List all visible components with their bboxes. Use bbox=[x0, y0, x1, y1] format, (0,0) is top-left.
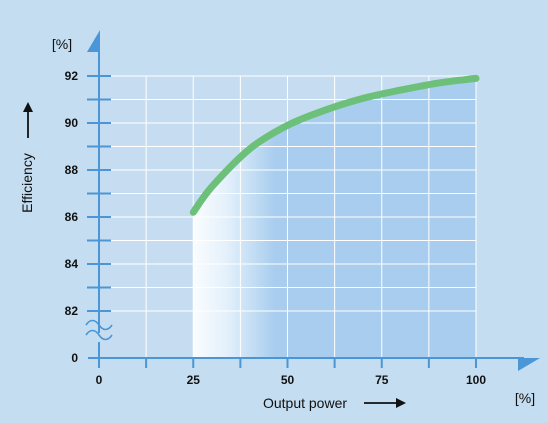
x-axis-arrow bbox=[518, 358, 540, 371]
y-axis-arrow bbox=[87, 30, 100, 52]
y-tick-label-90: 90 bbox=[65, 116, 79, 130]
x-tick-label-50: 50 bbox=[281, 373, 295, 387]
x-title-arrow-head bbox=[396, 398, 406, 408]
y-tick-label-84: 84 bbox=[65, 257, 79, 271]
x-tick-label-75: 75 bbox=[375, 373, 389, 387]
efficiency-curve bbox=[189, 74, 480, 216]
y-unit-label: [%] bbox=[52, 36, 72, 52]
y-tick-label-88: 88 bbox=[65, 163, 79, 177]
x-axis-title: Output power bbox=[263, 395, 347, 411]
y-title-arrow-head bbox=[23, 102, 33, 112]
y-tick-label-0: 0 bbox=[71, 351, 78, 365]
y-tick-label-92: 92 bbox=[65, 69, 79, 83]
x-tick-label-0: 0 bbox=[96, 373, 103, 387]
y-tick-label-86: 86 bbox=[65, 210, 79, 224]
y-axis-title: Efficiency bbox=[19, 153, 35, 213]
x-tick-label-100: 100 bbox=[466, 373, 486, 387]
x-unit-label: [%] bbox=[515, 390, 535, 406]
x-tick-label-25: 25 bbox=[187, 373, 201, 387]
y-tick-label-82: 82 bbox=[65, 304, 79, 318]
axis-break-mark-lower bbox=[85, 329, 113, 341]
axis-break-mark-upper bbox=[85, 319, 113, 331]
